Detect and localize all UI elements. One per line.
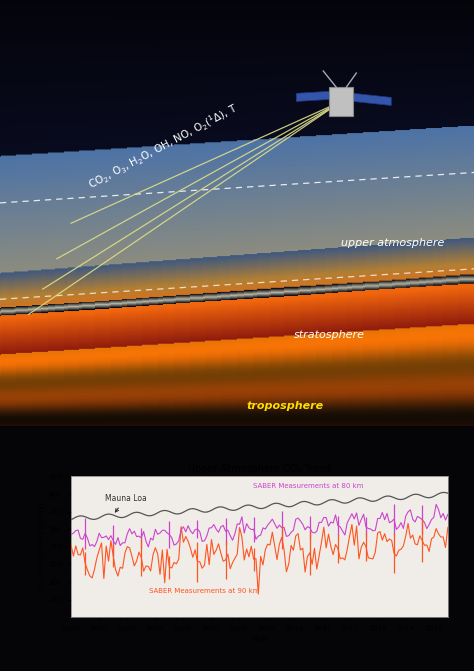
- Y-axis label: CO₂ Mixing Ratio (ppmv): CO₂ Mixing Ratio (ppmv): [39, 503, 46, 591]
- Text: Mauna Loa: Mauna Loa: [105, 494, 146, 512]
- Text: SABER Measurements at 80 km: SABER Measurements at 80 km: [253, 482, 363, 488]
- X-axis label: Year: Year: [251, 635, 268, 644]
- Text: CO$_2$, O$_3$, H$_2$O, OH, NO, O$_2$(${^1}\Delta$), T: CO$_2$, O$_3$, H$_2$O, OH, NO, O$_2$(${^…: [85, 101, 241, 193]
- Title: Upper Atmosphere CO₂ Trend: Upper Atmosphere CO₂ Trend: [188, 464, 331, 474]
- Text: stratosphere: stratosphere: [294, 329, 365, 340]
- Text: upper atmosphere: upper atmosphere: [341, 238, 445, 248]
- Text: troposphere: troposphere: [246, 401, 324, 411]
- Text: SABER Measurements at 90 km: SABER Measurements at 90 km: [149, 588, 260, 594]
- Polygon shape: [296, 91, 329, 101]
- Polygon shape: [353, 93, 391, 105]
- Bar: [329, 87, 353, 115]
